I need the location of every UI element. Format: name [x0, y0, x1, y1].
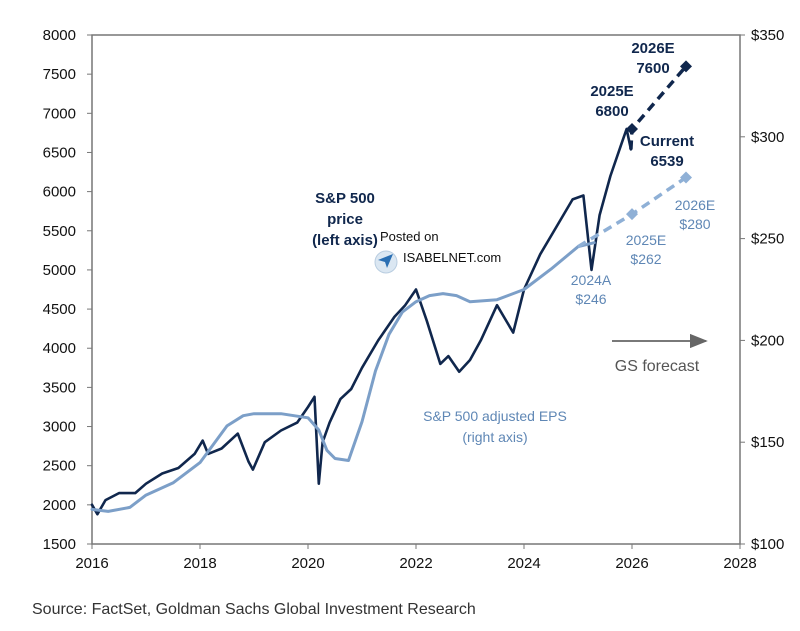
left-tick-label: 5000	[43, 262, 76, 279]
forecast-label: GS forecast	[615, 358, 700, 375]
x-tick-label: 2022	[399, 555, 432, 572]
current-annotation: Current 6539	[640, 133, 694, 170]
eps-2026e-annotation: 2026E $280	[675, 197, 715, 232]
price-forecast-point	[680, 60, 692, 73]
eps-2024a-label: 2024A	[571, 272, 612, 288]
right-axis-ticks: $100 $150 $200 $250 $300 $350	[740, 27, 784, 553]
x-axis-ticks: 2016 2018 2020 2022 2024 2026 2028	[75, 544, 757, 572]
left-axis-ticks: 1500 2000 2500 3000 3500 4000 4500 5000 5500 6000…	[43, 27, 92, 553]
price-forecast-point	[626, 122, 638, 135]
left-tick-label: 6000	[43, 184, 76, 201]
watermark-logo-mark	[378, 254, 393, 268]
eps-forecast-point	[626, 208, 638, 221]
current-label: Current	[640, 133, 694, 150]
x-tick-label: 2018	[183, 555, 216, 572]
price-2026e-label: 2026E	[631, 40, 674, 57]
price-2025e-label: 2025E	[590, 83, 633, 100]
eps-2025e-annotation: 2025E $262	[626, 232, 666, 267]
left-tick-label: 6500	[43, 144, 76, 161]
price-label-line1: S&P 500	[315, 190, 375, 207]
eps-2024a-value: $246	[575, 291, 606, 307]
left-tick-label: 3500	[43, 379, 76, 396]
eps-2025e-value: $262	[630, 251, 661, 267]
left-tick-label: 3000	[43, 419, 76, 436]
x-tick-label: 2028	[723, 555, 756, 572]
eps-series-line	[90, 241, 596, 513]
left-tick-label: 2500	[43, 458, 76, 475]
source-note: Source: FactSet, Goldman Sachs Global In…	[32, 601, 476, 618]
watermark: Posted on ISABELNET.com	[374, 229, 501, 274]
right-tick-label: $350	[751, 27, 784, 44]
right-tick-label: $300	[751, 129, 784, 146]
price-2025e-annotation: 2025E 6800	[590, 83, 633, 120]
left-tick-label: 2000	[43, 497, 76, 514]
price-2026e-annotation: 2026E 7600	[631, 40, 674, 77]
current-value: 6539	[650, 153, 683, 170]
x-tick-label: 2026	[615, 555, 648, 572]
eps-2026e-label: 2026E	[675, 197, 715, 213]
left-tick-label: 8000	[43, 27, 76, 44]
eps-2026e-value: $280	[679, 216, 710, 232]
left-tick-label: 7000	[43, 105, 76, 122]
right-tick-label: $100	[751, 536, 784, 553]
series-layer	[90, 65, 688, 516]
right-tick-label: $150	[751, 434, 784, 451]
eps-label-line1: S&P 500 adjusted EPS	[423, 408, 567, 424]
left-tick-label: 4500	[43, 301, 76, 318]
eps-forecast-point	[680, 171, 692, 184]
left-tick-label: 5500	[43, 223, 76, 240]
watermark-line1: Posted on	[380, 229, 439, 244]
x-tick-label: 2020	[291, 555, 324, 572]
watermark-line2: ISABELNET.com	[403, 250, 501, 265]
eps-2024a-annotation: 2024A $246	[571, 272, 612, 307]
eps-label-line2: (right axis)	[462, 429, 527, 445]
x-tick-label: 2024	[507, 555, 540, 572]
eps-series-label: S&P 500 adjusted EPS (right axis)	[423, 408, 567, 445]
left-tick-label: 1500	[43, 536, 76, 553]
price-2025e-value: 6800	[595, 103, 628, 120]
eps-2025e-label: 2025E	[626, 232, 666, 248]
left-tick-label: 4000	[43, 340, 76, 357]
price-series-label: S&P 500 price (left axis)	[312, 190, 378, 249]
x-tick-label: 2016	[75, 555, 108, 572]
forecast-points-layer	[626, 60, 692, 221]
forecast-arrow: GS forecast	[612, 333, 708, 375]
right-tick-label: $250	[751, 231, 784, 248]
price-series-line	[90, 127, 633, 516]
right-tick-label: $200	[751, 332, 784, 349]
price-label-line3: (left axis)	[312, 232, 378, 249]
price-2026e-value: 7600	[636, 60, 669, 77]
left-tick-label: 7500	[43, 66, 76, 83]
price-label-line2: price	[327, 211, 363, 228]
